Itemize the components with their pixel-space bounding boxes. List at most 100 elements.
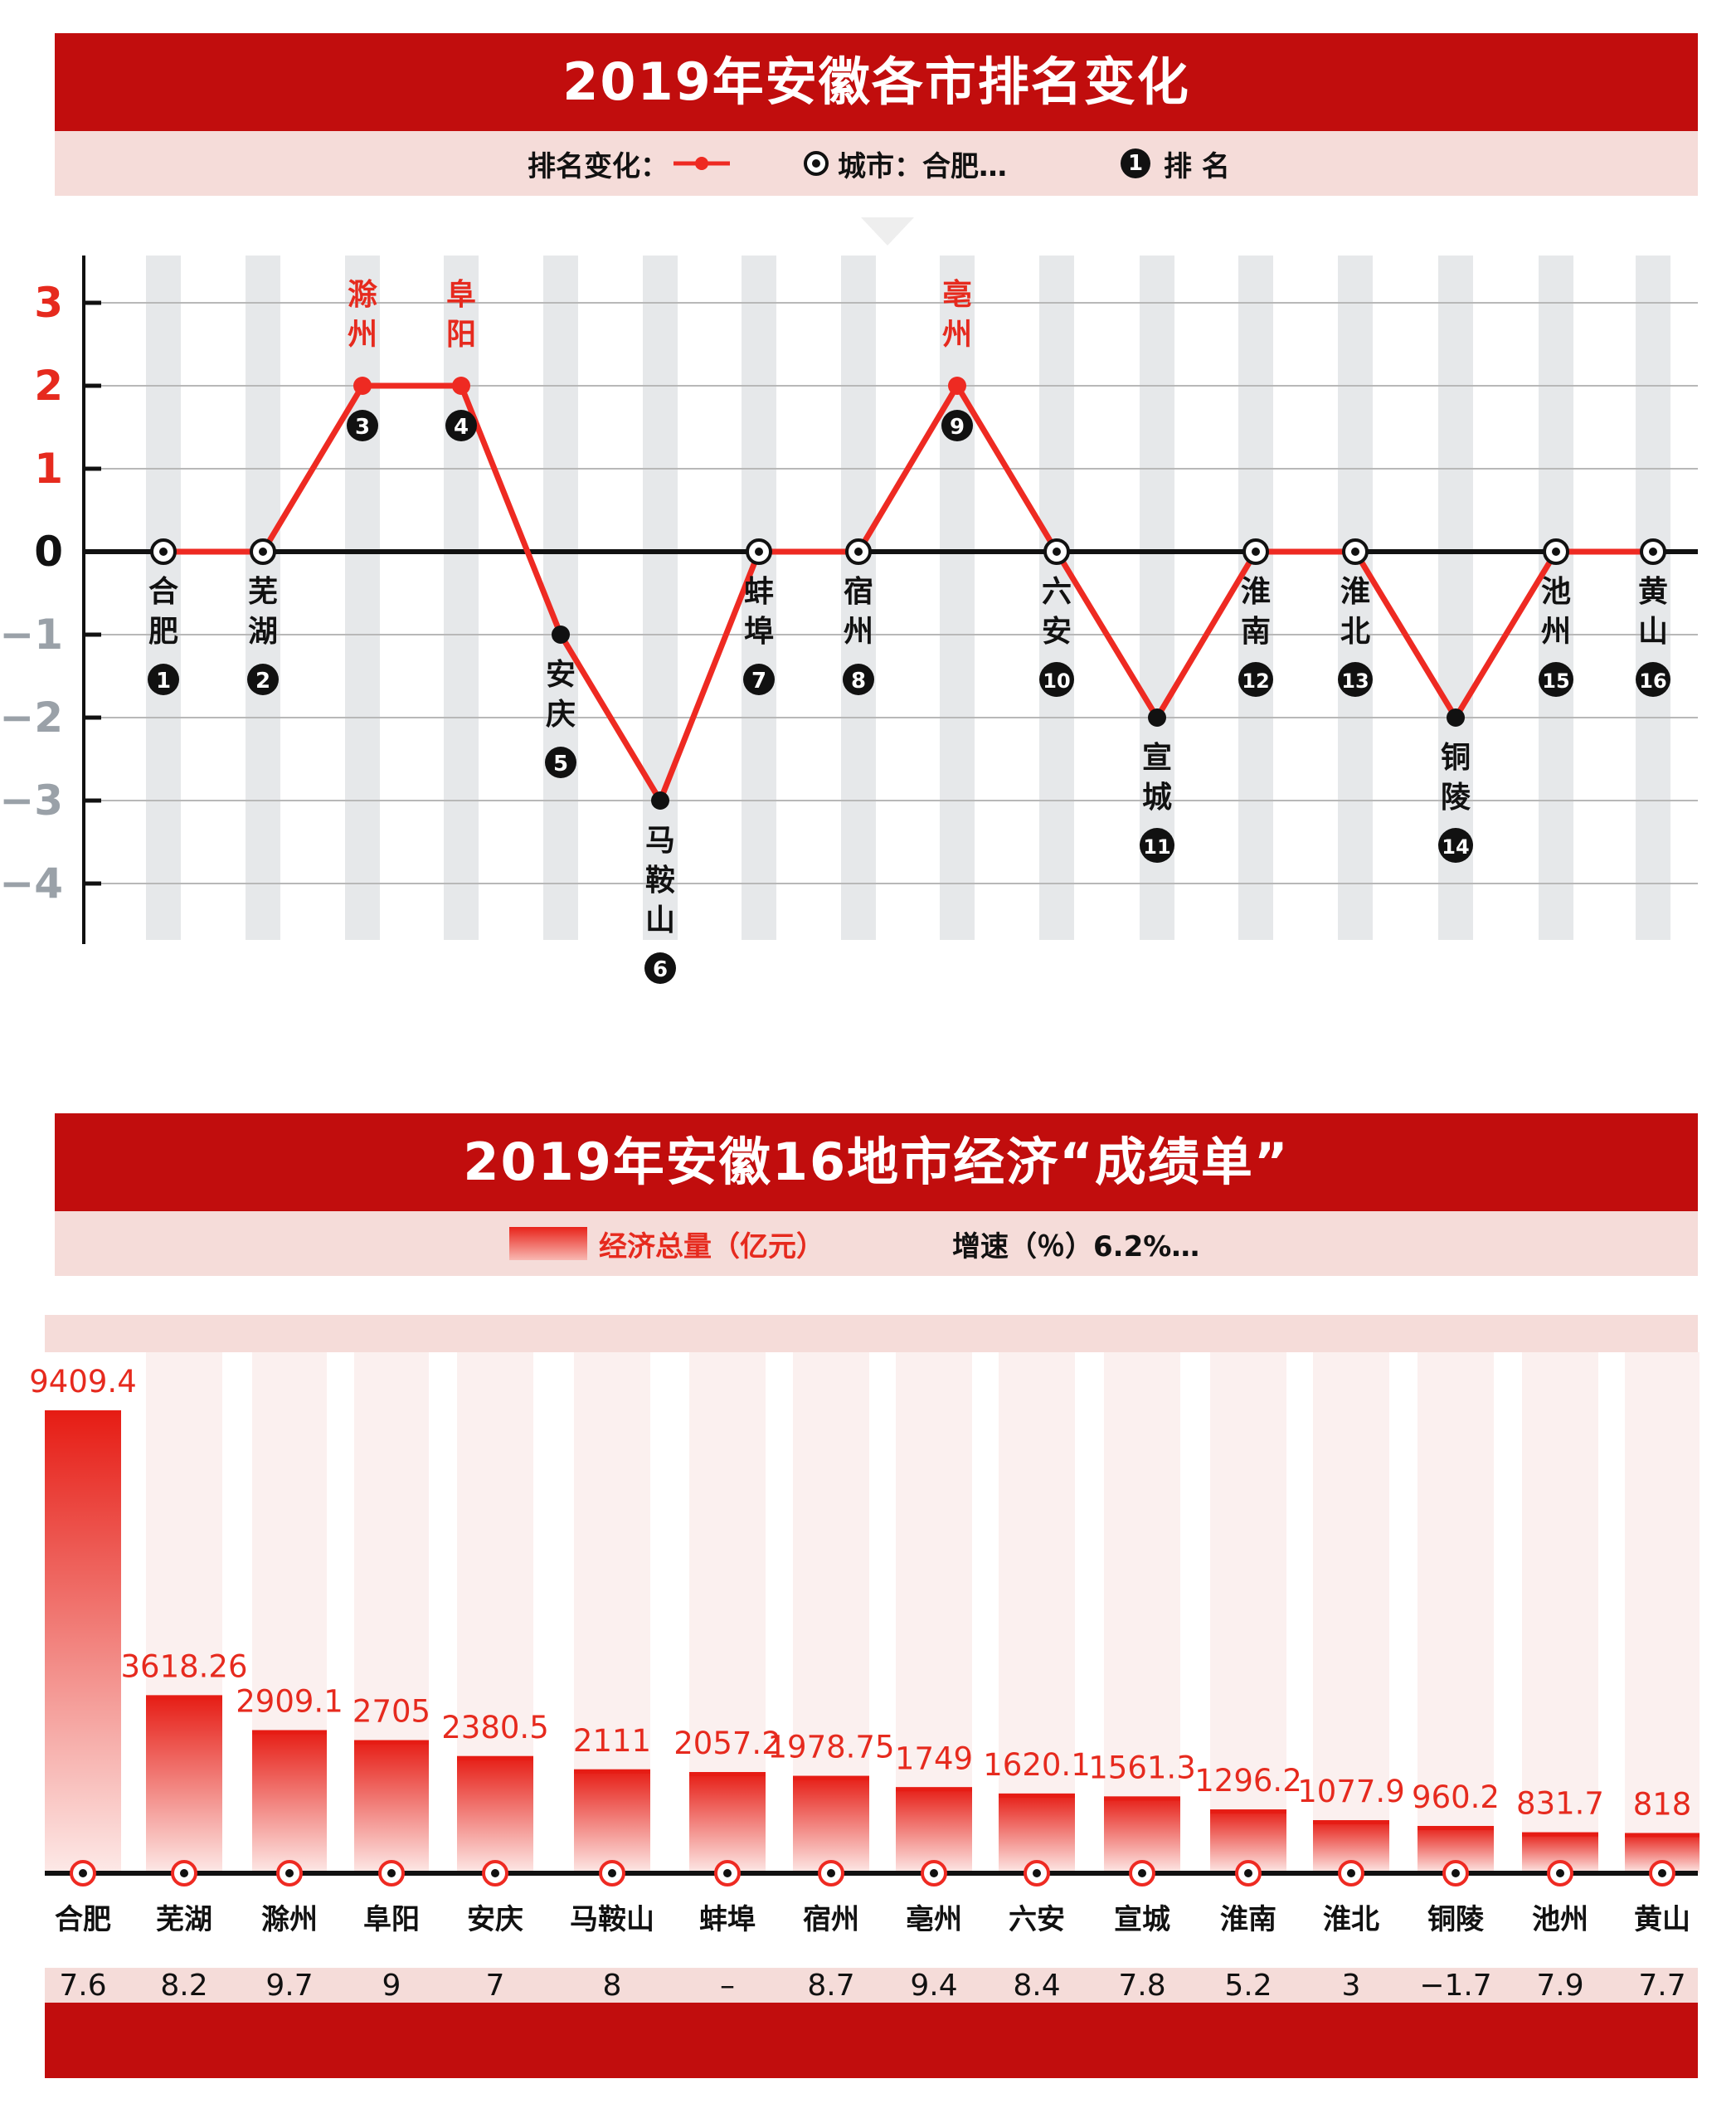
city-marker-center bbox=[755, 548, 763, 556]
y-tick-label: −3 bbox=[0, 777, 63, 825]
gdp-bar-cap bbox=[1313, 1820, 1389, 1825]
rank-badge-number: 9 bbox=[950, 415, 965, 440]
column-stripe bbox=[1140, 256, 1174, 940]
city-label-char: 亳 bbox=[942, 278, 972, 312]
category-label: 芜湖 bbox=[156, 1903, 212, 1936]
city-label-char: 马 bbox=[645, 824, 675, 858]
city-label-char: 池 bbox=[1541, 575, 1571, 609]
city-marker-center bbox=[1552, 548, 1560, 556]
rank-badge bbox=[1636, 662, 1670, 697]
gdp-bar-cap bbox=[999, 1793, 1075, 1798]
bar-value-label: 2705 bbox=[353, 1694, 430, 1730]
rank-badge bbox=[1438, 828, 1473, 863]
city-label-char: 合 bbox=[148, 575, 178, 609]
bar-value-label: 2057.2 bbox=[673, 1726, 780, 1761]
rank-badge bbox=[843, 664, 874, 695]
category-label: 蚌埠 bbox=[699, 1903, 756, 1936]
bar-value-label: 1749 bbox=[895, 1740, 973, 1776]
bar-background-column bbox=[896, 1352, 972, 1873]
rank-badge bbox=[1338, 662, 1373, 697]
city-label-char: 安 bbox=[1042, 615, 1072, 649]
category-label: 池州 bbox=[1532, 1903, 1588, 1936]
rank-badge bbox=[743, 664, 775, 695]
rank-badge-number: 4 bbox=[454, 415, 469, 440]
y-tick-label: 1 bbox=[34, 445, 63, 493]
city-label-char: 山 bbox=[645, 903, 675, 937]
gdp-bar-cap bbox=[1104, 1796, 1180, 1801]
city-marker-center bbox=[259, 548, 267, 556]
gdp-bar bbox=[457, 1755, 533, 1873]
gdp-bar-cap bbox=[45, 1410, 121, 1414]
gdp-bar-cap bbox=[354, 1740, 429, 1745]
category-label: 淮北 bbox=[1323, 1903, 1379, 1936]
growth-rate-label: 3 bbox=[1342, 1969, 1361, 2003]
growth-rate-label: 7 bbox=[486, 1969, 505, 2003]
rank-legend: 排名变化： 城市：合肥… 1 排 名 bbox=[55, 131, 1698, 196]
gdp-bar-cap bbox=[146, 1695, 222, 1700]
bar-value-label: 1296.2 bbox=[1194, 1763, 1301, 1799]
bar-value-label: 831.7 bbox=[1516, 1786, 1604, 1822]
gdp-bar-cap bbox=[1210, 1809, 1286, 1814]
gdp-bar-cap bbox=[457, 1755, 533, 1760]
city-marker-center bbox=[854, 548, 863, 556]
rank-badge-number: 5 bbox=[553, 752, 568, 777]
city-marker-center bbox=[1649, 548, 1657, 556]
city-marker-center bbox=[930, 1869, 938, 1877]
economy-title-banner: 2019年安徽16地市经济“成绩单” bbox=[55, 1113, 1698, 1211]
city-label-char: 宿 bbox=[844, 575, 873, 609]
legend-pointer-icon bbox=[861, 217, 914, 246]
column-stripe bbox=[841, 256, 876, 940]
bar-background-column bbox=[1210, 1352, 1286, 1873]
gdp-bar bbox=[689, 1772, 766, 1873]
city-label-char: 南 bbox=[1241, 615, 1271, 649]
rank-badge-number: 8 bbox=[851, 669, 866, 694]
category-label: 滁州 bbox=[261, 1903, 318, 1936]
column-stripe bbox=[444, 256, 479, 940]
gdp-bar-cap bbox=[793, 1775, 869, 1780]
category-label: 宿州 bbox=[803, 1903, 859, 1936]
city-marker-dot bbox=[948, 377, 966, 395]
data-point-group: 阜阳 4 bbox=[445, 278, 477, 441]
gdp-bar-cap bbox=[1522, 1832, 1598, 1837]
growth-rate-label: 7.8 bbox=[1118, 1969, 1165, 2003]
city-label-char: 州 bbox=[348, 318, 377, 352]
rank-badge bbox=[1539, 662, 1573, 697]
city-label-char: 淮 bbox=[1340, 575, 1370, 609]
legend-city-item: 城市：合肥… bbox=[801, 131, 1007, 196]
city-marker-center bbox=[1351, 548, 1359, 556]
bar-background-column bbox=[1522, 1352, 1598, 1873]
category-label: 安庆 bbox=[467, 1903, 523, 1936]
category-label: 淮南 bbox=[1220, 1903, 1276, 1936]
gdp-bar-cap bbox=[1417, 1826, 1494, 1831]
rank-badge-number: 16 bbox=[1639, 669, 1666, 693]
city-label-char: 陵 bbox=[1441, 781, 1471, 815]
city-label-char: 安 bbox=[546, 658, 576, 692]
growth-rate-label: 8 bbox=[603, 1969, 622, 2003]
bar-background-column bbox=[1625, 1352, 1700, 1873]
city-label-char: 州 bbox=[844, 615, 873, 649]
data-point-group: 铜陵 14 bbox=[1438, 708, 1473, 863]
bar-background-column bbox=[999, 1352, 1075, 1873]
column-stripe bbox=[1636, 256, 1670, 940]
data-point-group: 宣城 11 bbox=[1140, 708, 1174, 863]
y-tick-label: 2 bbox=[34, 362, 63, 410]
city-label-char: 蚌 bbox=[744, 575, 774, 609]
growth-rate-label: 7.7 bbox=[1638, 1969, 1685, 2003]
city-label-char: 芜 bbox=[248, 575, 278, 609]
legend-city-marker-icon bbox=[804, 151, 829, 176]
bar-background-column bbox=[1313, 1352, 1389, 1873]
city-marker-center bbox=[387, 1869, 396, 1877]
rank-badge bbox=[1039, 662, 1074, 697]
city-marker-center bbox=[1556, 1869, 1564, 1877]
city-marker-center bbox=[723, 1869, 732, 1877]
rank-badge bbox=[247, 664, 279, 695]
gdp-bar bbox=[896, 1787, 972, 1873]
growth-rate-label: 9 bbox=[382, 1969, 401, 2003]
y-tick-label: −2 bbox=[0, 694, 63, 742]
legend-city-label: 城市：合肥… bbox=[838, 149, 1007, 183]
growth-rate-label: 8.2 bbox=[160, 1969, 207, 2003]
city-marker-center bbox=[1244, 1869, 1252, 1877]
bar-value-label: 960.2 bbox=[1412, 1779, 1500, 1815]
category-label: 合肥 bbox=[55, 1903, 111, 1936]
data-point-group: 宿州 8 bbox=[843, 538, 874, 695]
